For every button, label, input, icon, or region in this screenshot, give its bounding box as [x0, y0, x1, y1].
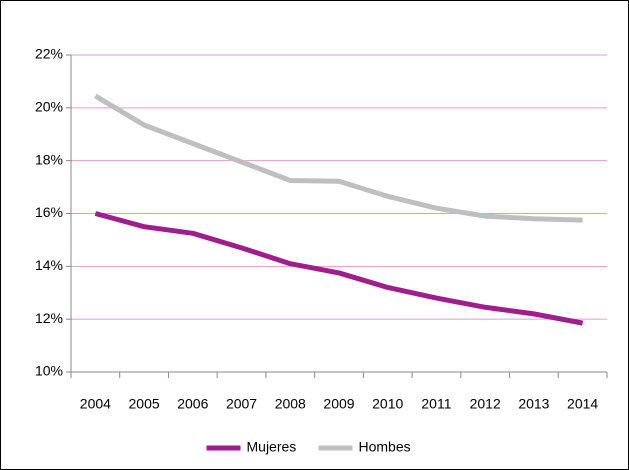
- y-tick-label: 10%: [35, 363, 63, 379]
- x-tick-label: 2014: [567, 396, 598, 412]
- y-tick-label: 12%: [35, 310, 63, 326]
- legend-label: Mujeres: [247, 439, 297, 455]
- x-tick-label: 2006: [177, 396, 208, 412]
- legend-label: Hombes: [359, 439, 411, 455]
- y-tick-label: 14%: [35, 257, 63, 273]
- x-tick-label: 2010: [372, 396, 403, 412]
- series-line: [94, 93, 583, 223]
- y-tick-label: 22%: [35, 46, 63, 62]
- x-tick-label: 2009: [323, 396, 354, 412]
- x-tick-label: 2007: [226, 396, 257, 412]
- series-line: [94, 211, 584, 326]
- y-tick-label: 20%: [35, 99, 63, 115]
- x-tick-label: 2013: [518, 396, 549, 412]
- x-tick-label: 2008: [275, 396, 306, 412]
- x-tick-label: 2004: [80, 396, 111, 412]
- x-tick-label: 2012: [470, 396, 501, 412]
- x-tick-label: 2011: [421, 396, 451, 412]
- x-tick-label: 2005: [129, 396, 160, 412]
- y-tick-label: 18%: [35, 151, 63, 167]
- y-tick-label: 16%: [35, 204, 63, 220]
